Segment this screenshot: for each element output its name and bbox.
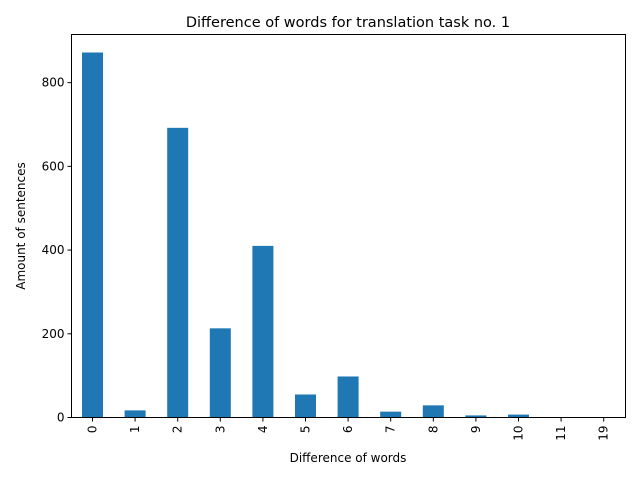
y-tick-label: 600 [42, 159, 65, 173]
bar-7 [380, 411, 402, 418]
y-tick-label: 200 [42, 327, 65, 341]
bar-1 [124, 410, 146, 418]
x-tick-label: 5 [299, 426, 313, 434]
bar-9 [465, 415, 487, 418]
x-tick-label: 6 [341, 426, 355, 434]
bars-group [82, 52, 615, 418]
bar-0 [82, 52, 103, 418]
x-tick-label: 8 [426, 426, 440, 434]
bar-2 [167, 127, 189, 418]
y-tick-label: 0 [57, 411, 65, 425]
x-tick-label: 11 [554, 426, 568, 441]
x-tick-label: 4 [256, 426, 270, 434]
bar-8 [422, 405, 444, 418]
y-tick-label: 800 [42, 76, 65, 90]
plot-frame [71, 34, 626, 418]
x-tick-label: 7 [384, 426, 398, 434]
y-axis-label: Amount of sentences [14, 162, 28, 290]
x-axis-ticks: 0 1 2 3 4 5 6 7 8 9 10 11 19 [86, 417, 611, 441]
x-tick-label: 2 [171, 426, 185, 434]
x-tick-label: 9 [469, 426, 483, 434]
x-axis-label: Difference of words [290, 451, 407, 465]
bar-3 [209, 328, 231, 418]
bar-5 [295, 394, 316, 418]
y-axis-ticks: 0 200 400 600 800 [42, 76, 72, 425]
bar-6 [337, 376, 359, 418]
x-tick-label: 19 [597, 426, 611, 441]
x-tick-label: 1 [128, 426, 142, 434]
chart-title: Difference of words for translation task… [186, 15, 510, 31]
x-tick-label: 3 [213, 426, 227, 434]
bar-4 [252, 245, 274, 418]
x-tick-label: 10 [512, 426, 526, 441]
bar-10 [508, 414, 529, 418]
x-tick-label: 0 [86, 426, 100, 434]
y-tick-label: 400 [42, 243, 65, 257]
